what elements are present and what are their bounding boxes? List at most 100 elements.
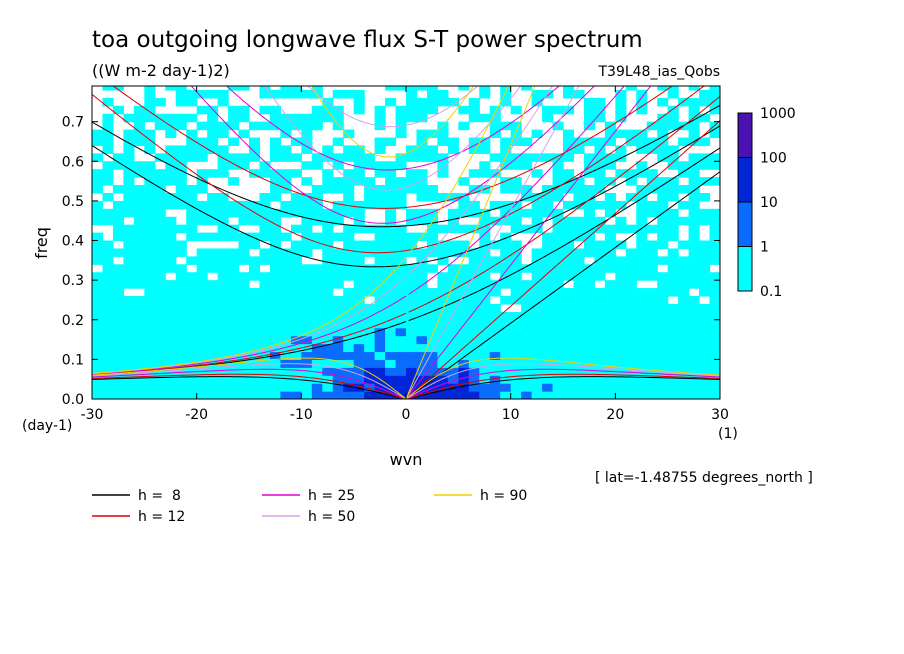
heatmap-cell bbox=[196, 288, 208, 297]
heatmap-cell bbox=[479, 224, 491, 234]
heatmap-cell bbox=[489, 105, 501, 115]
heatmap-cell bbox=[175, 319, 187, 329]
heatmap-cell bbox=[154, 240, 166, 250]
heatmap-cell bbox=[343, 145, 355, 154]
heatmap-cell bbox=[186, 295, 198, 305]
heatmap-cell bbox=[604, 383, 616, 392]
heatmap-cell bbox=[228, 113, 240, 123]
heatmap-cell bbox=[102, 391, 114, 399]
heatmap-cell bbox=[625, 137, 637, 147]
kelvin-curve-h25 bbox=[405, 86, 652, 399]
heatmap-cell bbox=[468, 208, 480, 218]
heatmap-cell bbox=[416, 97, 428, 107]
ig2-curve-h8 bbox=[92, 104, 720, 228]
heatmap-cell bbox=[311, 232, 323, 242]
heatmap-cell bbox=[228, 391, 240, 399]
heatmap-cell bbox=[259, 327, 271, 337]
heatmap-cell bbox=[521, 86, 533, 91]
heatmap-cell bbox=[479, 89, 491, 99]
heatmap-cell bbox=[343, 391, 355, 399]
heatmap-cell bbox=[458, 121, 470, 131]
heatmap-cell bbox=[426, 185, 438, 194]
heatmap-cell bbox=[144, 248, 156, 257]
heatmap-cell bbox=[709, 161, 720, 170]
heatmap-cell bbox=[269, 224, 281, 234]
heatmap-cell bbox=[259, 169, 271, 178]
heatmap-cell bbox=[583, 224, 595, 234]
heatmap-cell bbox=[280, 335, 292, 345]
heatmap-cell bbox=[395, 351, 407, 360]
heatmap-cell bbox=[667, 248, 679, 257]
heatmap-cell bbox=[332, 280, 344, 289]
heatmap-cell bbox=[552, 208, 564, 218]
heatmap-cell bbox=[269, 256, 281, 265]
heatmap-cell bbox=[154, 224, 166, 234]
heatmap-cell bbox=[343, 185, 355, 194]
heatmap-cell bbox=[186, 383, 198, 392]
heatmap-cell bbox=[301, 113, 313, 123]
heatmap-cell bbox=[458, 177, 470, 186]
heatmap-cell bbox=[552, 121, 564, 131]
heatmap-cell bbox=[154, 208, 166, 218]
heatmap-cell bbox=[426, 311, 438, 321]
heatmap-cell bbox=[217, 248, 229, 257]
heatmap-cell bbox=[196, 216, 208, 226]
rossby-curve-h25 bbox=[92, 368, 720, 399]
heatmap-cell bbox=[437, 280, 449, 289]
heatmap-cell bbox=[228, 343, 240, 353]
heatmap-cell bbox=[395, 185, 407, 194]
heatmap-cell bbox=[238, 375, 250, 384]
heatmap-cell bbox=[406, 177, 418, 186]
heatmap-cell bbox=[468, 97, 480, 107]
heatmap-cell bbox=[301, 216, 313, 226]
heatmap-cell bbox=[573, 216, 585, 226]
heatmap-cell bbox=[332, 177, 344, 186]
heatmap-cell bbox=[154, 359, 166, 368]
heatmap-cell bbox=[437, 240, 449, 250]
heatmap-cell bbox=[353, 375, 365, 384]
heatmap-cell bbox=[332, 264, 344, 273]
heatmap-cell bbox=[625, 335, 637, 345]
heatmap-cell bbox=[343, 343, 355, 353]
heatmap-cell bbox=[269, 295, 281, 305]
heatmap-cell bbox=[563, 319, 575, 329]
heatmap-cell bbox=[311, 208, 323, 218]
heatmap-cell bbox=[426, 248, 438, 257]
heatmap-cell bbox=[92, 216, 104, 226]
heatmap-cell bbox=[238, 359, 250, 368]
heatmap-cell bbox=[374, 343, 386, 353]
heatmap-cell bbox=[489, 200, 501, 210]
heatmap-cell bbox=[123, 375, 135, 384]
eig0-curve-h50 bbox=[408, 86, 554, 275]
heatmap-cell bbox=[207, 311, 219, 321]
heatmap-cell bbox=[353, 359, 365, 368]
heatmap-cell bbox=[688, 375, 700, 384]
heatmap-cell bbox=[228, 105, 240, 115]
heatmap-cell bbox=[259, 295, 271, 305]
heatmap-cell bbox=[563, 248, 575, 257]
heatmap-cell bbox=[154, 319, 166, 329]
heatmap-cell bbox=[395, 232, 407, 242]
heatmap-cell bbox=[667, 177, 679, 186]
heatmap-cell bbox=[479, 311, 491, 321]
heatmap-cell bbox=[416, 351, 428, 360]
heatmap-cell bbox=[269, 232, 281, 242]
heatmap-cell bbox=[228, 335, 240, 345]
ig1-curve-h12 bbox=[92, 86, 705, 254]
heatmap-cell bbox=[625, 311, 637, 321]
heatmap-cell bbox=[123, 351, 135, 360]
heatmap-cell bbox=[489, 121, 501, 131]
heatmap-cell bbox=[385, 280, 397, 289]
heatmap-cell bbox=[290, 208, 302, 218]
heatmap-cell bbox=[133, 105, 145, 115]
heatmap-cell bbox=[374, 256, 386, 265]
heatmap-cell bbox=[646, 391, 658, 399]
heatmap-cell bbox=[186, 391, 198, 399]
heatmap-cell bbox=[437, 383, 449, 392]
heatmap-cell bbox=[406, 303, 418, 313]
heatmap-cell bbox=[636, 272, 648, 281]
heatmap-cell bbox=[552, 343, 564, 353]
heatmap-cell bbox=[594, 200, 606, 210]
heatmap-cell bbox=[280, 113, 292, 123]
heatmap-cell bbox=[301, 359, 313, 368]
